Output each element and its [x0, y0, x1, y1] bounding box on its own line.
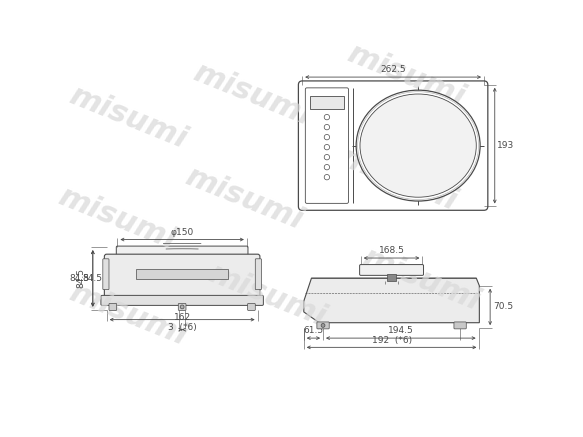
Text: 61.5: 61.5	[303, 326, 324, 336]
Circle shape	[324, 114, 329, 120]
Text: 192  (*6): 192 (*6)	[371, 336, 412, 345]
Text: 70.5: 70.5	[493, 302, 513, 312]
FancyBboxPatch shape	[104, 254, 260, 299]
Text: misumi: misumi	[54, 181, 180, 255]
Text: misumi: misumi	[65, 81, 191, 155]
FancyBboxPatch shape	[248, 303, 255, 310]
Polygon shape	[304, 278, 479, 323]
Text: 84.5: 84.5	[82, 274, 102, 283]
Text: misumi: misumi	[358, 243, 484, 316]
Circle shape	[180, 305, 184, 309]
Bar	[310, 96, 344, 109]
Text: misumi: misumi	[335, 143, 461, 216]
Text: misumi: misumi	[342, 39, 469, 112]
FancyBboxPatch shape	[360, 264, 423, 275]
Text: 262.5: 262.5	[380, 66, 406, 74]
Text: misumi: misumi	[65, 277, 191, 351]
FancyBboxPatch shape	[317, 322, 329, 329]
Circle shape	[324, 125, 329, 130]
Text: 193: 193	[497, 141, 515, 150]
Text: misumi: misumi	[203, 258, 330, 332]
Ellipse shape	[356, 90, 480, 201]
Text: 168.5: 168.5	[378, 246, 405, 255]
Circle shape	[324, 145, 329, 150]
Circle shape	[324, 164, 329, 170]
FancyBboxPatch shape	[298, 81, 488, 210]
Text: 194.5: 194.5	[388, 326, 414, 336]
FancyBboxPatch shape	[101, 295, 264, 305]
Text: misumi: misumi	[181, 162, 307, 236]
Text: φ150: φ150	[170, 228, 194, 237]
FancyBboxPatch shape	[109, 303, 117, 310]
FancyBboxPatch shape	[454, 322, 466, 329]
Bar	[136, 269, 229, 279]
Text: 84.5: 84.5	[77, 268, 86, 288]
FancyBboxPatch shape	[116, 246, 248, 258]
Text: 162: 162	[174, 313, 191, 323]
Bar	[387, 274, 396, 281]
Circle shape	[321, 323, 325, 327]
FancyBboxPatch shape	[255, 259, 261, 290]
FancyBboxPatch shape	[178, 303, 186, 310]
Text: 3  (*6): 3 (*6)	[168, 323, 196, 332]
Circle shape	[324, 174, 329, 180]
FancyBboxPatch shape	[305, 88, 349, 203]
Circle shape	[324, 154, 329, 160]
Ellipse shape	[360, 94, 476, 197]
Text: misumi: misumi	[188, 58, 314, 132]
Text: 84.5: 84.5	[70, 274, 90, 283]
Circle shape	[324, 135, 329, 140]
FancyBboxPatch shape	[103, 259, 109, 290]
